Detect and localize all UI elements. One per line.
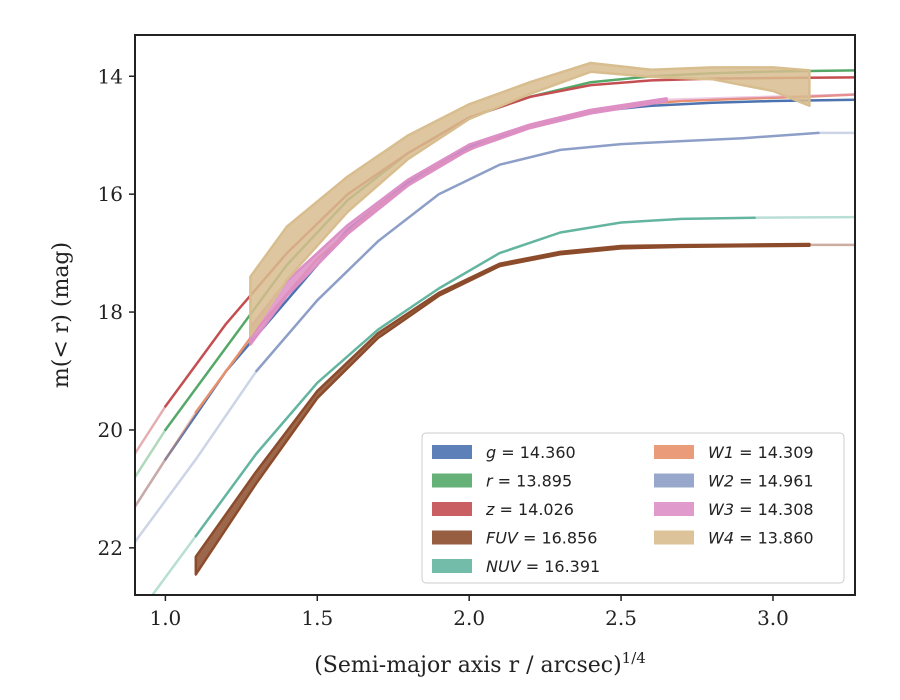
legend-swatch: [654, 530, 694, 545]
x-tick-label: 2.0: [453, 606, 485, 630]
legend-item-w1: W1 = 14.309: [654, 443, 814, 462]
series-line-extrapolated-outer: [753, 215, 855, 219]
tick-layer: 1.0 1.5 2.0 2.5 3.0 14 16 18 20 22: [98, 64, 789, 630]
legend-label: r = 13.895: [486, 472, 572, 491]
series-line: [194, 216, 756, 538]
plot-frame: [134, 34, 856, 596]
legend-swatch: [654, 473, 694, 488]
legend-label: W2 = 14.961: [708, 472, 814, 491]
y-tick-label: 20: [98, 418, 123, 442]
legend-item-r: r = 13.895: [432, 472, 572, 491]
series-w3: [249, 93, 855, 346]
legend-swatch: [654, 445, 694, 459]
series-band: [194, 242, 811, 576]
legend-label: FUV = 16.856: [486, 529, 597, 548]
legend-item-z: z = 14.026: [432, 500, 574, 519]
legend-swatch: [654, 502, 694, 516]
legend-label: NUV = 16.391: [486, 557, 600, 576]
legend-item-nuv: NUV = 16.391: [432, 557, 600, 576]
series-nuv: [150, 215, 855, 595]
legend-frame: [421, 432, 845, 584]
legend-label: g = 14.360: [486, 443, 576, 462]
legend-label: W4 = 13.860: [708, 529, 814, 548]
legend-swatch: [432, 502, 472, 516]
series-line-extrapolated-inner: [135, 369, 258, 544]
series-band: [249, 97, 668, 346]
y-axis-label: m(< r) (mag): [49, 242, 74, 388]
legend-item-fuv: FUV = 16.856: [432, 529, 597, 548]
y-tick-label: 22: [98, 536, 123, 560]
y-tick-label: 18: [98, 300, 123, 324]
legend-label: W1 = 14.309: [708, 443, 814, 462]
y-tick-label: 14: [98, 64, 123, 88]
x-tick-label: 1.5: [301, 606, 333, 630]
legend: g = 14.360 r = 13.895 z = 14.026 FUV = 16.8…: [421, 432, 845, 584]
x-tick-label: 1.0: [149, 606, 181, 630]
series-line-extrapolated-outer: [665, 93, 855, 102]
legend-item-w3: W3 = 14.308: [654, 500, 814, 519]
legend-label: W3 = 14.308: [708, 500, 814, 519]
legend-swatch: [432, 530, 472, 545]
series-line-extrapolated-inner: [135, 458, 167, 508]
series-fuv: [194, 242, 855, 576]
series-line-extrapolated-inner: [135, 411, 198, 508]
legend-label: z = 14.026: [485, 500, 574, 519]
x-axis-label: (Semi-major axis r / arcsec)1/4: [314, 649, 646, 678]
legend-swatch: [432, 559, 472, 573]
series-line-extrapolated-inner: [150, 534, 198, 595]
x-axis-label-sup: 1/4: [622, 649, 646, 667]
legend-item-w4: W4 = 13.860: [654, 529, 814, 548]
series-w4: [249, 61, 811, 337]
x-axis-label-main: (Semi-major axis r / arcsec): [314, 653, 621, 678]
x-tick-label: 2.5: [605, 606, 637, 630]
legend-swatch: [432, 473, 472, 488]
series-line: [255, 131, 820, 373]
legend-item-w2: W2 = 14.961: [654, 472, 814, 491]
y-tick-label: 16: [98, 182, 123, 206]
legend-swatch: [432, 445, 472, 459]
series-r: [135, 69, 855, 479]
legend-item-g: g = 14.360: [432, 443, 576, 462]
x-tick-label: 3.0: [757, 606, 789, 630]
series-layer: [135, 61, 855, 595]
series-line-extrapolated-inner: [135, 428, 167, 479]
series-w2: [135, 131, 855, 544]
series-line-extrapolated-inner: [135, 405, 167, 455]
series-band: [249, 61, 811, 337]
